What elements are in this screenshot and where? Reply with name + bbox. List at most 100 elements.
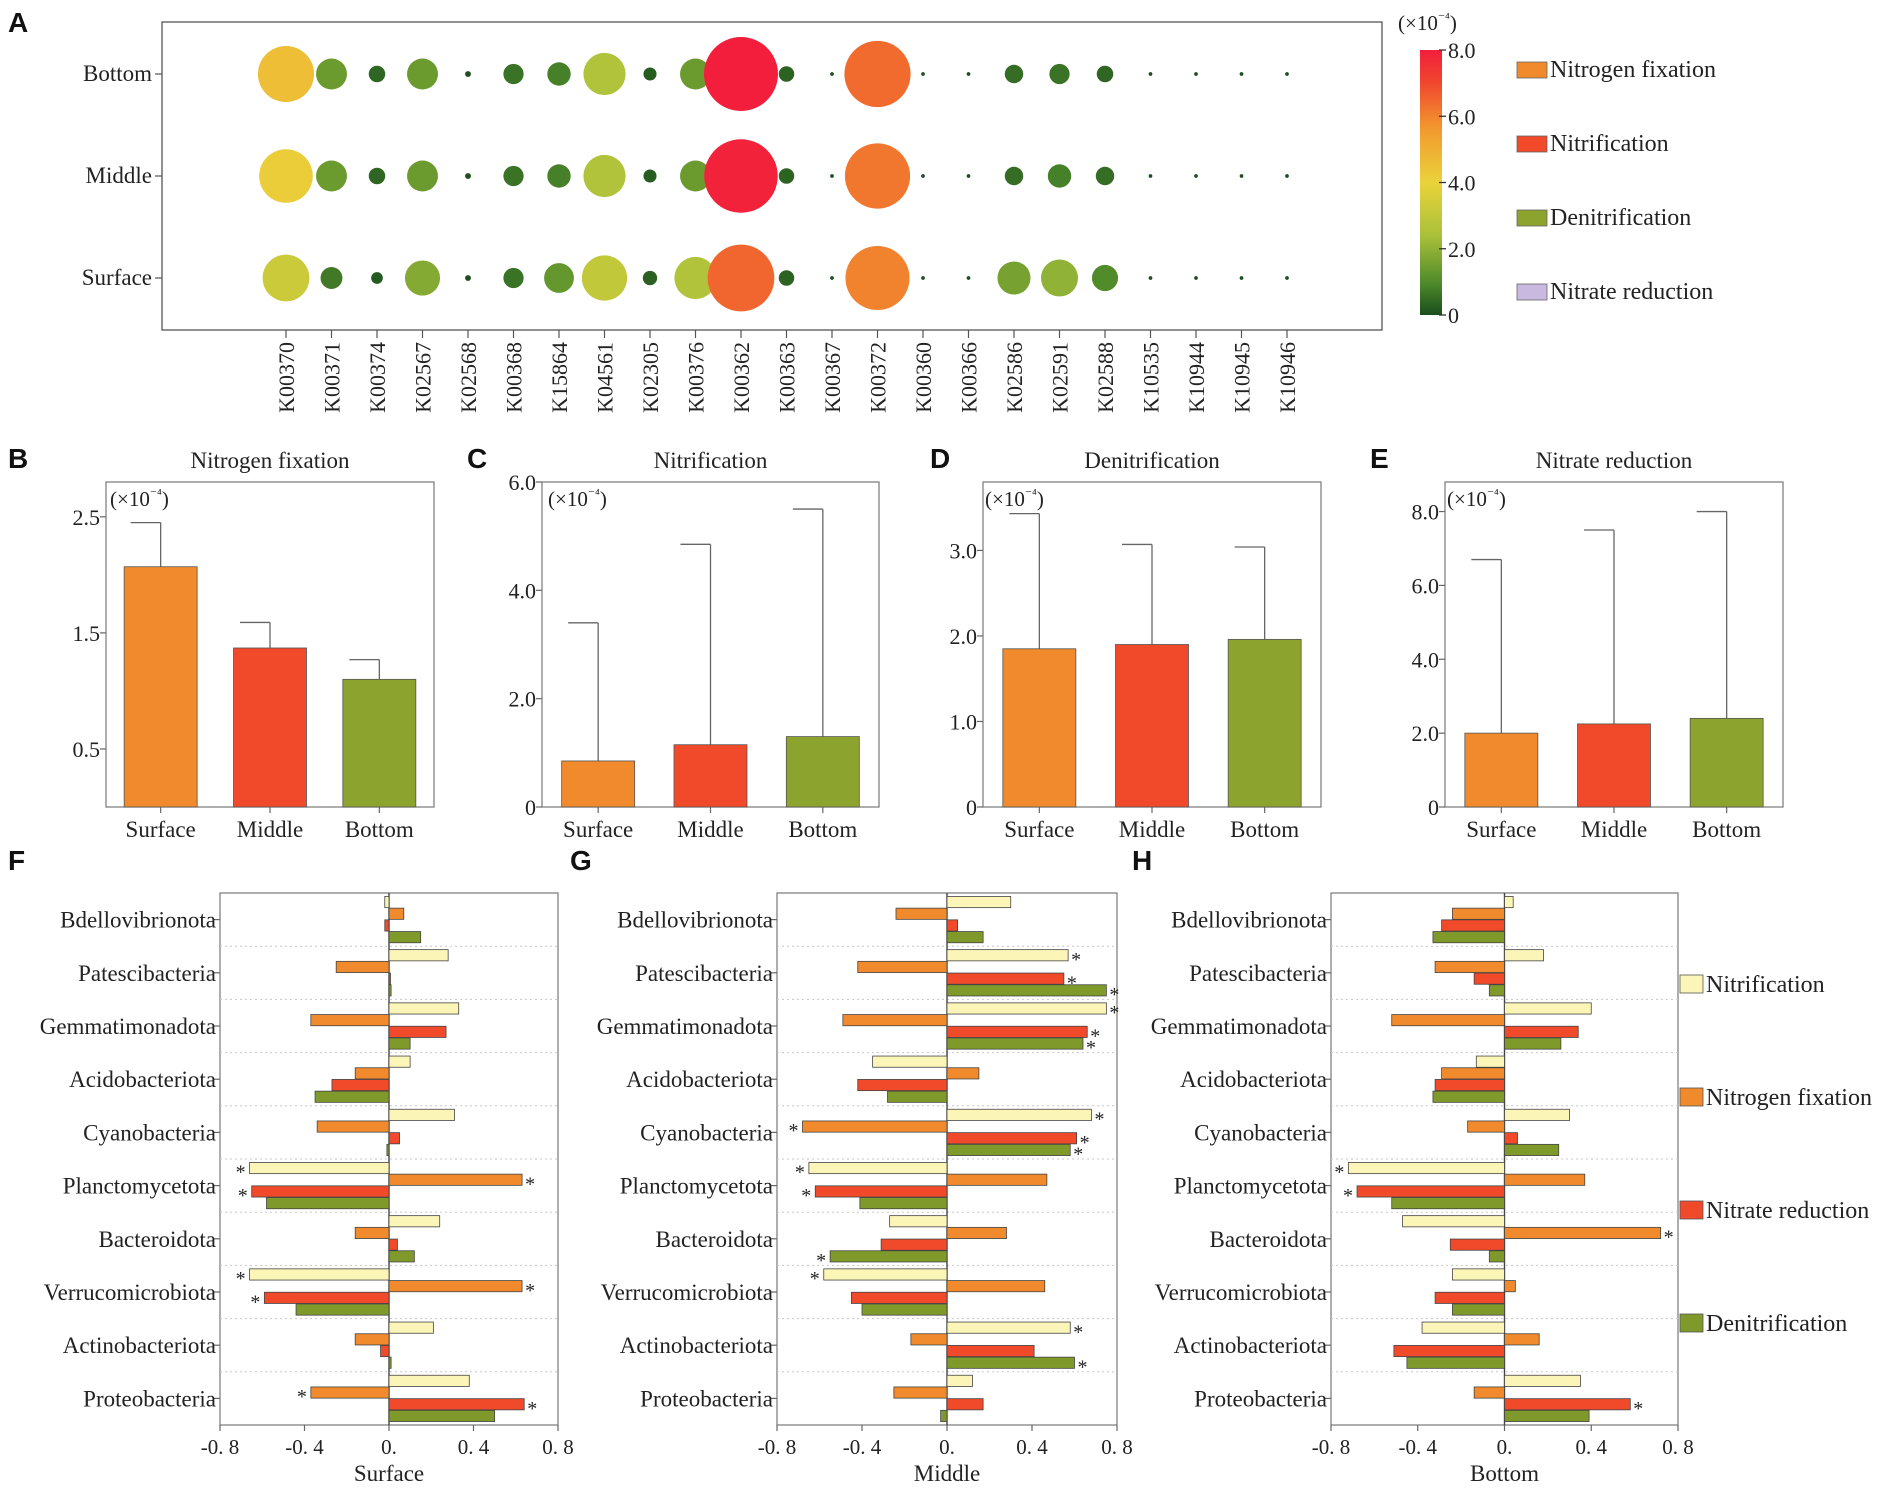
y-tick-label-gemmatimonadota: Gemmatimonadota xyxy=(40,1014,216,1039)
bar-actinobacteriota-nitrate-reduction xyxy=(380,1345,390,1358)
y-tick-label: 3.0 xyxy=(950,538,978,563)
bar-acidobacteriota-nitrification xyxy=(388,1055,411,1068)
colorbar xyxy=(1420,50,1442,315)
y-tick-label-cyanobacteria: Cyanobacteria xyxy=(1194,1120,1327,1145)
bubble-surface-k02568 xyxy=(465,275,471,281)
bubble-surface-k00366 xyxy=(966,276,971,280)
y-tick-label: 2.5 xyxy=(73,505,101,530)
panels-b-e-bar-charts: Nitrogen fixation (×10⁻⁴) 0.5 1.5 2.5 Surface… xyxy=(73,448,1784,842)
col-label-k00363: K00363 xyxy=(775,342,800,413)
bar-cyanobacteria-denitrification xyxy=(386,1143,390,1156)
row-label-bottom: Bottom xyxy=(83,61,152,86)
y-tick-label-bacteroidota: Bacteroidota xyxy=(98,1227,216,1252)
y-tick-label: 6.0 xyxy=(509,470,537,495)
legend-label-nitrate-reduction: Nitrate reduction xyxy=(1550,279,1713,305)
bar-gemmatimonadota-nitrate-reduction xyxy=(946,1025,1088,1038)
panel-c-bar-chart: Nitrification (×10⁻⁴) 0 2.0 4.0 6.0 Surface Mid… xyxy=(509,448,880,842)
bubble-middle-k00366 xyxy=(966,174,971,178)
col-label-k00372: K00372 xyxy=(866,342,891,413)
colorbar-tick-label: 0 xyxy=(1448,303,1459,328)
y-tick-label: 0 xyxy=(525,795,536,820)
col-label-k00366: K00366 xyxy=(957,342,982,413)
panel-letter-f: F xyxy=(8,845,25,876)
significance-star: * xyxy=(297,1386,307,1408)
bubble-surface-k00376 xyxy=(674,256,717,300)
bubble-middle-k10944 xyxy=(1194,174,1198,178)
bar-actinobacteriota-denitrification xyxy=(1406,1356,1505,1369)
bar-bdellovibrionota-denitrification xyxy=(388,931,422,944)
bar-gemmatimonadota-nitrogen-fixation xyxy=(310,1014,390,1027)
bar-bacteroidota-nitrification xyxy=(1402,1215,1505,1228)
col-label-k15864: K15864 xyxy=(547,342,572,413)
col-label-k00376: K00376 xyxy=(684,342,709,413)
legend-label-denitrification: Denitrification xyxy=(1550,205,1691,231)
bar-acidobacteriota-denitrification xyxy=(887,1090,948,1103)
col-label-k02568: K02568 xyxy=(456,342,481,413)
panels-f-h-correlation-bars: Bdellovibrionota Patescibacteria Gemmatimo… xyxy=(40,892,1872,1486)
bar-verrucomicrobiota-nitrate-reduction xyxy=(263,1291,390,1304)
bar-verrucomicrobiota-nitrification xyxy=(249,1268,390,1281)
bubble-surface-k00372 xyxy=(845,245,910,311)
bubble-middle-k02567 xyxy=(407,160,438,192)
bubble-surface-k00363 xyxy=(778,270,795,286)
bubble-middle-k15864 xyxy=(547,164,571,188)
bar-gemmatimonadota-denitrification xyxy=(388,1037,411,1050)
bar-actinobacteriota-nitrogen-fixation xyxy=(1504,1333,1540,1346)
y-tick-label-patescibacteria: Patescibacteria xyxy=(1189,961,1327,986)
bar-proteobacteria-nitrification xyxy=(1504,1374,1581,1387)
significance-star: * xyxy=(1071,949,1081,971)
x-tick-label-middle: Middle xyxy=(237,817,303,842)
col-label-k04561: K04561 xyxy=(593,342,618,413)
bar-bdellovibrionota-nitrate-reduction xyxy=(1441,919,1505,932)
bar-planctomycetota-nitrate-reduction xyxy=(1356,1185,1505,1198)
chart-title: Nitrification xyxy=(654,448,768,473)
bubble-bottom-k00376 xyxy=(680,58,711,90)
bar-planctomycetota-nitrification xyxy=(808,1162,948,1175)
bubble-bottom-k00372 xyxy=(844,40,911,108)
col-label-k00370: K00370 xyxy=(274,342,299,413)
bar-middle xyxy=(233,647,307,808)
y-tick-label-verrucomicrobiota: Verrucomicrobiota xyxy=(1155,1280,1327,1305)
bar-bacteroidota-nitrification xyxy=(388,1215,441,1228)
bar-gemmatimonadota-denitrification xyxy=(946,1037,1084,1050)
legend-swatch-nitrate-reduction xyxy=(1516,283,1548,301)
x-tick-label: 0. 8 xyxy=(542,1435,574,1459)
significance-star: * xyxy=(1067,972,1077,994)
bar-proteobacteria-denitrification xyxy=(940,1409,948,1422)
x-axis-label: Surface xyxy=(354,1461,424,1486)
bar-actinobacteriota-nitrification xyxy=(1421,1321,1505,1334)
bar-patescibacteria-nitrification xyxy=(946,949,1069,962)
bar-patescibacteria-denitrification xyxy=(1488,984,1505,997)
x-axis-label: Middle xyxy=(914,1461,980,1486)
bar-cyanobacteria-denitrification xyxy=(946,1143,1071,1156)
y-tick-label-cyanobacteria: Cyanobacteria xyxy=(640,1120,773,1145)
bubble-middle-k10946 xyxy=(1285,174,1289,178)
y-tick-label: 1.0 xyxy=(950,709,978,734)
bar-bottom xyxy=(1689,717,1764,808)
legend-label-nitrogen-fixation: Nitrogen fixation xyxy=(1550,57,1716,83)
bubble-middle-k10535 xyxy=(1148,174,1153,178)
bubble-surface-k04561 xyxy=(581,255,628,301)
col-label-k00374: K00374 xyxy=(365,342,390,413)
bar-bacteroidota-nitrogen-fixation xyxy=(354,1226,390,1239)
bubble-middle-k02568 xyxy=(465,173,471,179)
x-tick-label-surface: Surface xyxy=(126,817,196,842)
significance-star: * xyxy=(801,1185,811,1207)
bar-proteobacteria-nitrification xyxy=(946,1374,973,1387)
x-tick-label: -0. 8 xyxy=(758,1435,797,1459)
x-axis-label: Bottom xyxy=(1470,1461,1539,1486)
bubble-surface-k00374 xyxy=(371,272,383,284)
y-tick-label-proteobacteria: Proteobacteria xyxy=(83,1386,216,1411)
bar-gemmatimonadota-nitrification xyxy=(388,1002,460,1015)
bubble-bottom-k00367 xyxy=(830,72,834,76)
y-tick-label-planctomycetota: Planctomycetota xyxy=(620,1174,773,1199)
panel-d-bar-chart: Denitrification (×10⁻⁴) 0 1.0 2.0 3.0 Surface M… xyxy=(950,448,1322,842)
bar-patescibacteria-nitrate-reduction xyxy=(388,972,391,985)
significance-star: * xyxy=(250,1291,260,1313)
bubble-surface-k00370 xyxy=(262,254,310,302)
bar-actinobacteriota-nitrate-reduction xyxy=(946,1345,1035,1358)
y-tick-label-bdellovibrionota: Bdellovibrionota xyxy=(60,908,216,933)
col-label-k02586: K02586 xyxy=(1002,342,1027,413)
bubble-bottom-k00371 xyxy=(316,58,347,90)
legend-label-nitrate-reduction: Nitrate reduction xyxy=(1706,1198,1869,1224)
